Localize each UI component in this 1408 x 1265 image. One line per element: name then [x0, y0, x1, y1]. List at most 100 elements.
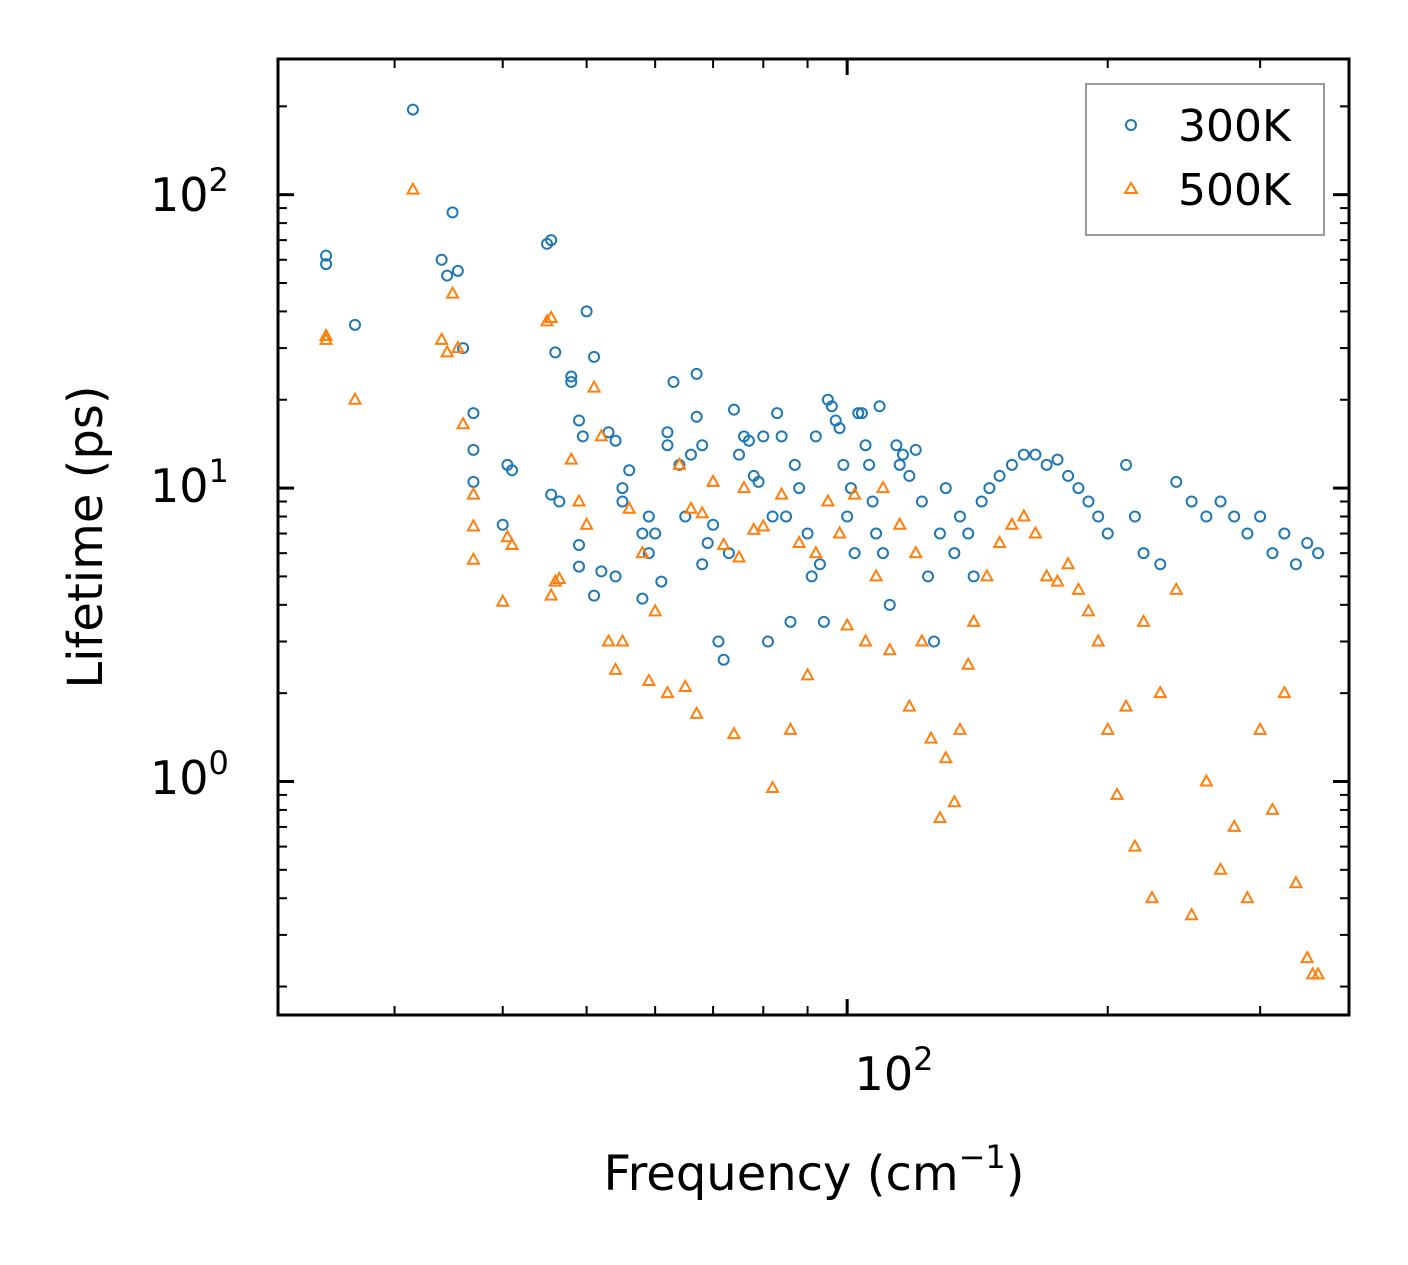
major-ticks — [278, 59, 1349, 1015]
data-point — [504, 536, 520, 550]
data-point — [543, 587, 559, 601]
data-point — [1060, 556, 1076, 570]
data-point — [320, 258, 333, 271]
data-point — [847, 486, 862, 500]
data-point — [908, 545, 923, 559]
data-point — [717, 653, 730, 666]
data-point — [580, 305, 593, 318]
data-point — [809, 430, 822, 443]
legend-label-500k: 500K — [1178, 165, 1292, 216]
data-point — [793, 482, 806, 495]
data-point — [731, 549, 747, 563]
data-point — [1185, 495, 1198, 508]
data-point — [435, 253, 448, 266]
data-point — [820, 493, 836, 507]
data-point — [636, 527, 649, 540]
y-tick-label-1: 100 — [150, 744, 229, 805]
data-point — [1127, 838, 1143, 852]
data-point — [467, 407, 480, 420]
data-point — [1017, 448, 1030, 461]
data-point — [1028, 525, 1043, 539]
data-point — [966, 613, 981, 627]
data-point — [893, 458, 906, 471]
data-point — [992, 534, 1007, 548]
plot-frame — [276, 57, 1351, 1017]
data-point — [1016, 508, 1032, 522]
data-point — [914, 633, 930, 647]
data-point — [1137, 547, 1150, 560]
data-point — [1312, 547, 1325, 560]
data-point — [808, 545, 824, 559]
data-point — [439, 344, 455, 358]
data-point — [616, 495, 629, 508]
data-point — [467, 443, 480, 456]
data-point — [545, 488, 558, 501]
data-point — [1153, 685, 1168, 699]
data-point — [701, 536, 714, 549]
data-point — [939, 482, 952, 495]
data-point — [347, 391, 363, 405]
data-point — [405, 181, 421, 195]
data-point — [915, 495, 928, 508]
data-point — [1170, 475, 1183, 488]
data-point — [783, 721, 798, 735]
data-point — [961, 656, 976, 670]
data-point — [588, 350, 601, 363]
data-point — [761, 635, 774, 648]
data-point — [1200, 510, 1213, 523]
data-point — [441, 269, 454, 282]
data-point — [446, 206, 459, 219]
data-point — [579, 516, 594, 530]
data-point — [825, 400, 838, 413]
data-point — [1154, 558, 1167, 571]
data-point — [805, 570, 818, 583]
data-point — [635, 545, 650, 559]
data-point — [466, 551, 481, 565]
data-point — [500, 529, 515, 543]
data-point — [1081, 603, 1096, 617]
data-point — [876, 547, 889, 560]
data-point — [595, 565, 608, 578]
data-point — [1227, 818, 1242, 832]
data-point — [800, 667, 815, 681]
data-point — [1062, 469, 1075, 482]
data-point — [844, 482, 857, 495]
data-point — [1310, 966, 1326, 980]
y-tick-label-100: 102 — [150, 161, 229, 222]
data-point — [1266, 547, 1279, 560]
data-point — [890, 439, 903, 452]
data-point — [841, 510, 854, 523]
data-point — [733, 448, 746, 461]
data-point — [947, 794, 962, 808]
data-point — [903, 469, 916, 482]
data-point — [1101, 527, 1114, 540]
data-point — [623, 464, 636, 477]
data-point — [726, 726, 742, 740]
data-point — [1254, 510, 1267, 523]
data-point — [832, 525, 847, 539]
data-point — [647, 603, 663, 617]
data-point — [1278, 527, 1291, 540]
data-point — [609, 434, 622, 447]
data-point — [608, 661, 623, 675]
data-point — [406, 103, 419, 116]
data-point — [348, 318, 361, 331]
data-point — [859, 439, 872, 452]
data-point — [902, 698, 917, 712]
data-point — [1100, 721, 1115, 735]
data-point — [641, 672, 657, 687]
legend-label-300k: 300K — [1178, 101, 1292, 152]
data-point — [696, 439, 709, 452]
data-point — [1184, 907, 1199, 921]
data-point — [1144, 890, 1160, 904]
data-point — [909, 443, 922, 456]
data-point — [543, 309, 559, 323]
data-point — [683, 500, 699, 514]
data-point — [615, 633, 630, 647]
data-point — [495, 593, 510, 607]
data-point — [602, 426, 615, 439]
data-point — [1118, 698, 1134, 712]
data-point — [817, 615, 830, 628]
data-point — [553, 495, 566, 508]
legend-marker-300k — [1125, 119, 1137, 131]
